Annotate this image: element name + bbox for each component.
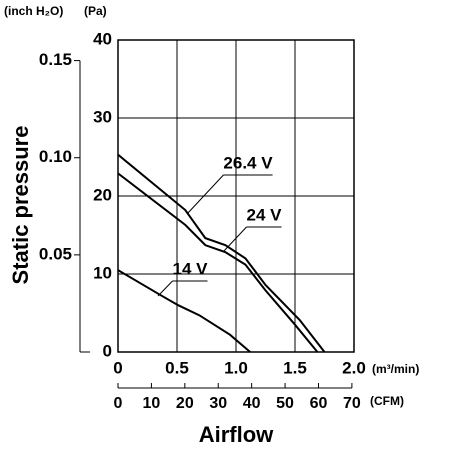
y-tick-label: 40 [93, 29, 112, 48]
x-axis-title: Airflow [199, 422, 274, 447]
series-label: 14 V [173, 259, 209, 278]
y-tick-label: 30 [93, 107, 112, 126]
y-axis-title: Static pressure [8, 126, 33, 285]
x2-tick-label: 40 [243, 395, 261, 412]
y-tick-label: 0 [103, 341, 112, 360]
y-tick-label: 20 [93, 185, 112, 204]
y-unit: (Pa) [84, 4, 107, 18]
x2-tick-label: 20 [176, 395, 194, 412]
series-label: 24 V [247, 205, 283, 224]
y2-unit: (inch H₂O) [4, 4, 63, 18]
series-label: 26.4 V [223, 153, 273, 172]
label-leader [186, 174, 224, 215]
x-tick-label: 1.5 [283, 358, 307, 377]
x2-tick-label: 60 [310, 395, 328, 412]
x2-unit: (CFM) [370, 394, 404, 408]
plot-frame [117, 39, 355, 353]
x-tick-label: 0.5 [165, 358, 189, 377]
x2-tick-label: 70 [343, 395, 361, 412]
x-unit: (m³/min) [372, 362, 419, 376]
y2-tick-label: 0.05 [39, 244, 72, 263]
x-tick-label: 0 [113, 358, 122, 377]
x2-tick-label: 30 [209, 395, 227, 412]
x2-tick-label: 50 [276, 395, 294, 412]
label-leader [222, 226, 247, 253]
curve [117, 172, 319, 353]
x-tick-label: 2.0 [342, 358, 366, 377]
curve [117, 153, 326, 353]
y2-tick-label: 0.15 [39, 50, 72, 69]
curve [117, 269, 251, 353]
y-tick-label: 10 [93, 263, 112, 282]
x2-tick-label: 0 [114, 395, 123, 412]
x-tick-label: 1.0 [224, 358, 248, 377]
label-leader [157, 280, 173, 297]
x2-tick-label: 10 [143, 395, 161, 412]
y2-tick-label: 0.10 [39, 147, 72, 166]
